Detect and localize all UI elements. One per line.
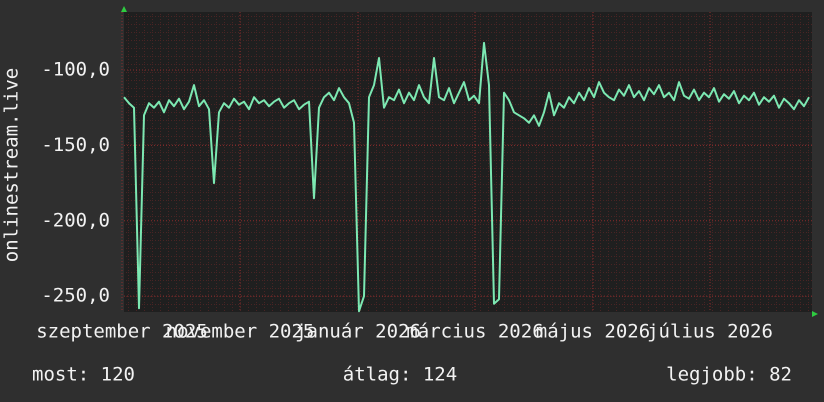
axis-arrow <box>121 6 127 12</box>
x-tick-label: március 2026 <box>406 321 543 343</box>
data-line <box>123 41 810 313</box>
y-tick-label: -100,0 <box>41 59 110 81</box>
y-tick-label: -150,0 <box>41 134 110 156</box>
x-tick-label: január 2026 <box>295 321 421 343</box>
stat: legjobb: 82 <box>666 364 792 386</box>
x-tick-label: május 2026 <box>536 321 650 343</box>
y-axis-label: onlinestream.live <box>1 68 23 262</box>
stat: átlag: 124 <box>343 364 457 386</box>
x-tick-label: november 2025 <box>166 321 315 343</box>
x-tick-label: július 2026 <box>647 321 773 343</box>
plot-area <box>124 12 812 312</box>
y-tick-label: -200,0 <box>41 209 110 231</box>
x-tick-label: szeptember 2025 <box>36 321 208 343</box>
axis-arrow <box>812 311 818 317</box>
stat: most: 120 <box>32 364 135 386</box>
y-tick-label: -250,0 <box>41 285 110 307</box>
